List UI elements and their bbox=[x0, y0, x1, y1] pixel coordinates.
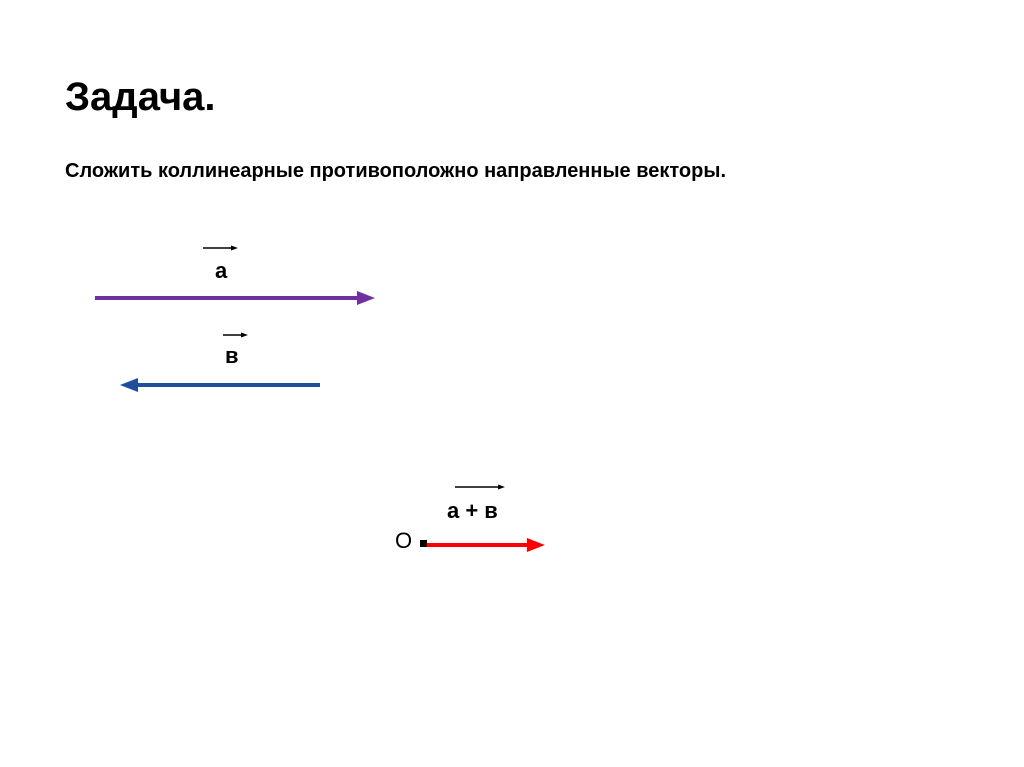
vector-diagram bbox=[0, 0, 1024, 767]
vector-sum-label: а + в bbox=[447, 498, 498, 524]
origin-label: О bbox=[395, 528, 412, 554]
vector-a-label: а bbox=[215, 258, 227, 284]
origin-dot bbox=[420, 540, 427, 547]
vector-b-label: в bbox=[225, 343, 239, 369]
